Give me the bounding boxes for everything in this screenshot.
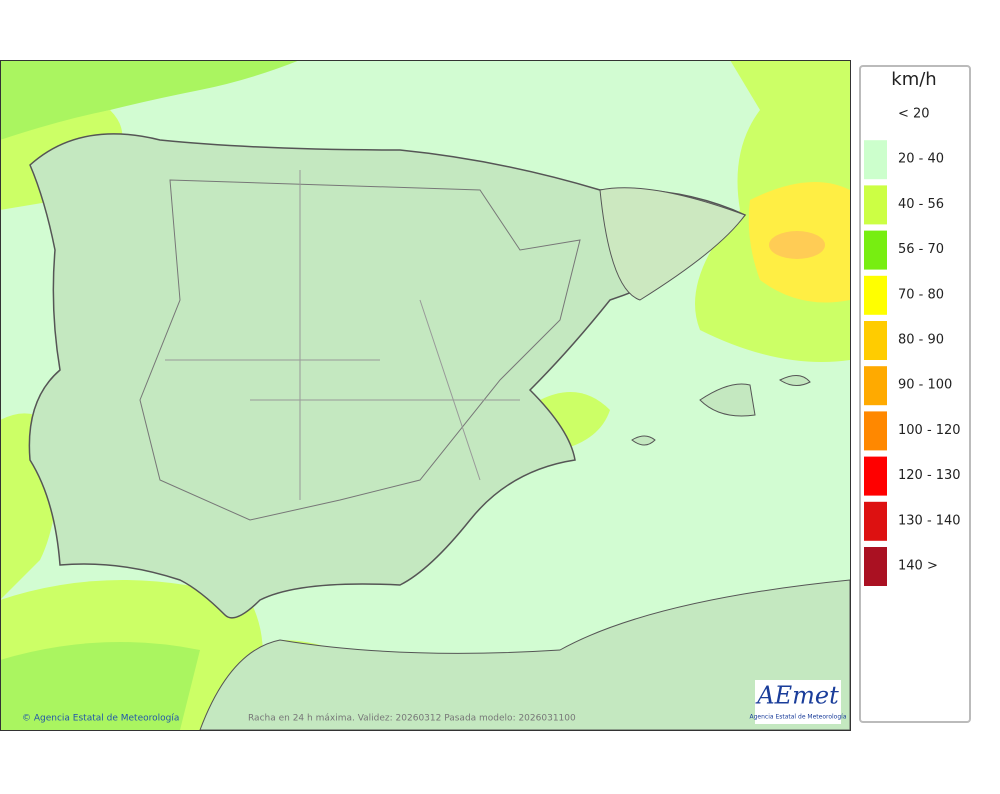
wind-zone [0, 60, 300, 140]
caption: Racha en 24 h máxima. Validez: 20260312 … [248, 714, 576, 724]
legend-swatch [864, 185, 887, 225]
map-frame [0, 60, 851, 731]
legend-label: 140 > [898, 559, 938, 574]
wind-zone [769, 231, 825, 259]
legend-swatch [864, 456, 887, 496]
legend-label: 80 - 90 [898, 333, 944, 348]
island [779, 375, 811, 386]
legend-swatch [864, 366, 887, 406]
legend-swatch [864, 230, 887, 270]
legend [859, 65, 971, 723]
legend-label: 120 - 130 [898, 468, 961, 483]
region [599, 187, 746, 301]
wind-zone [0, 642, 200, 730]
legend-label: 70 - 80 [898, 287, 944, 302]
legend-title: km/h [891, 69, 936, 90]
legend-swatch [864, 140, 887, 180]
logo-subtitle: Agencia Estatal de Meteorología [750, 714, 847, 721]
legend-label: < 20 [898, 107, 930, 122]
legend-swatch [864, 321, 887, 360]
credit: © Agencia Estatal de Meteorología [22, 714, 179, 724]
legend-swatch [864, 501, 887, 541]
legend-swatch [864, 547, 887, 586]
legend-label: 20 - 40 [898, 152, 944, 167]
borders [165, 170, 520, 500]
legend-swatch [864, 275, 887, 315]
iberia [28, 133, 747, 619]
legend-swatch [864, 411, 887, 451]
legend-label: 90 - 100 [898, 378, 952, 393]
legend-label: 130 - 140 [898, 513, 961, 528]
logo: AEmet [755, 682, 839, 710]
map: AEmet Agencia Estatal de Meteorología © … [0, 60, 850, 730]
africa [199, 579, 850, 730]
island [631, 435, 656, 446]
logo-box [755, 680, 841, 724]
legend-label: 56 - 70 [898, 242, 944, 257]
legend-items: < 20 20 - 40 40 - 56 56 - 70 70 - 80 80 - 90 9… [864, 107, 961, 586]
island [699, 383, 756, 417]
legend-label: 100 - 120 [898, 423, 961, 438]
borders [139, 179, 581, 521]
legend-label: 40 - 56 [898, 197, 944, 212]
